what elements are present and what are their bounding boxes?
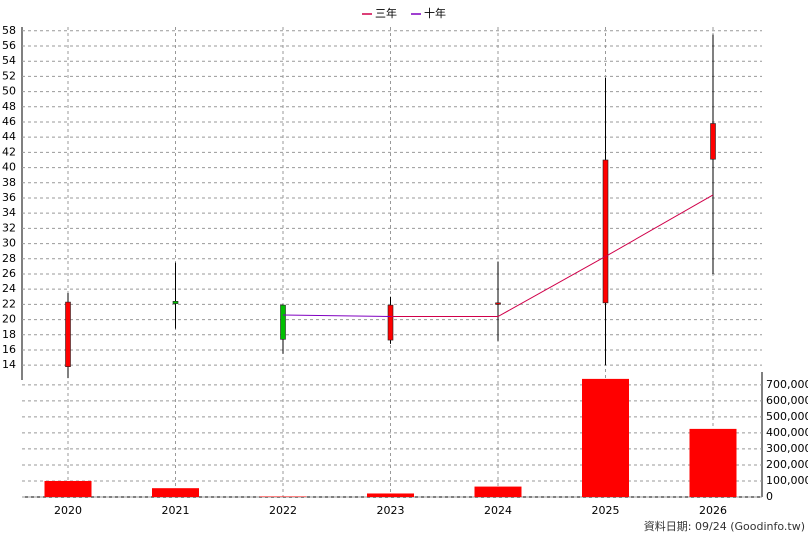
candle-body [280, 304, 286, 340]
legend-label: 十年 [424, 6, 446, 20]
y-tick-label: 20 [2, 313, 16, 326]
y2-tick-label: 700,000 [766, 378, 808, 391]
candle-body [602, 159, 609, 304]
y2-tick-label: 400,000 [766, 426, 808, 439]
x-tick-label: 2021 [162, 504, 190, 517]
y-tick-label: 42 [2, 145, 16, 158]
volume-bar [474, 486, 522, 497]
x-tick-label: 2020 [54, 504, 82, 517]
volume-bar [582, 378, 629, 497]
y2-tick-label: 100,000 [766, 474, 808, 487]
legend-label: 三年 [375, 6, 397, 20]
y2-tick-label: 300,000 [766, 442, 808, 455]
y-tick-label: 44 [2, 130, 16, 143]
y-tick-label: 56 [2, 39, 16, 52]
volume-bar [689, 428, 737, 497]
y-tick-label: 50 [2, 85, 16, 98]
y-tick-label: 54 [2, 54, 16, 67]
y-tick-label: 34 [2, 206, 16, 219]
y-tick-label: 14 [2, 358, 16, 371]
y2-tick-label: 0 [766, 490, 773, 503]
y-tick-label: 16 [2, 343, 16, 356]
y2-tick-label: 200,000 [766, 458, 808, 471]
y-tick-label: 38 [2, 176, 16, 189]
x-tick-label: 2022 [269, 504, 297, 517]
y-tick-label: 18 [2, 328, 16, 341]
footnote: 資料日期: 09/24 (Goodinfo.tw) [644, 519, 805, 533]
y2-tick-label: 500,000 [766, 410, 808, 423]
y-tick-label: 52 [2, 69, 16, 82]
volume-bar [367, 493, 414, 497]
candle-body [65, 301, 71, 367]
ma-line [282, 314, 391, 318]
x-tick-label: 2026 [699, 504, 727, 517]
y-tick-label: 28 [2, 252, 16, 265]
ma-line [390, 194, 714, 318]
y-tick-label: 24 [2, 282, 16, 295]
candle-body [387, 304, 394, 341]
y-tick-label: 40 [2, 161, 16, 174]
y-tick-label: 46 [2, 115, 16, 128]
y-tick-label: 26 [2, 267, 16, 280]
candle-body [710, 123, 716, 160]
x-tick-label: 2024 [484, 504, 512, 517]
y-tick-label: 48 [2, 100, 16, 113]
volume-bar [44, 480, 92, 497]
y-tick-label: 30 [2, 237, 16, 250]
x-tick-label: 2025 [592, 504, 620, 517]
y-tick-label: 36 [2, 191, 16, 204]
y-tick-label: 22 [2, 297, 16, 310]
y-tick-label: 58 [2, 24, 16, 37]
candle-body [495, 302, 501, 305]
candle-body [172, 301, 179, 304]
y-tick-label: 32 [2, 221, 16, 234]
volume-bar [152, 488, 199, 497]
y2-tick-label: 600,000 [766, 394, 808, 407]
x-tick-label: 2023 [377, 504, 405, 517]
